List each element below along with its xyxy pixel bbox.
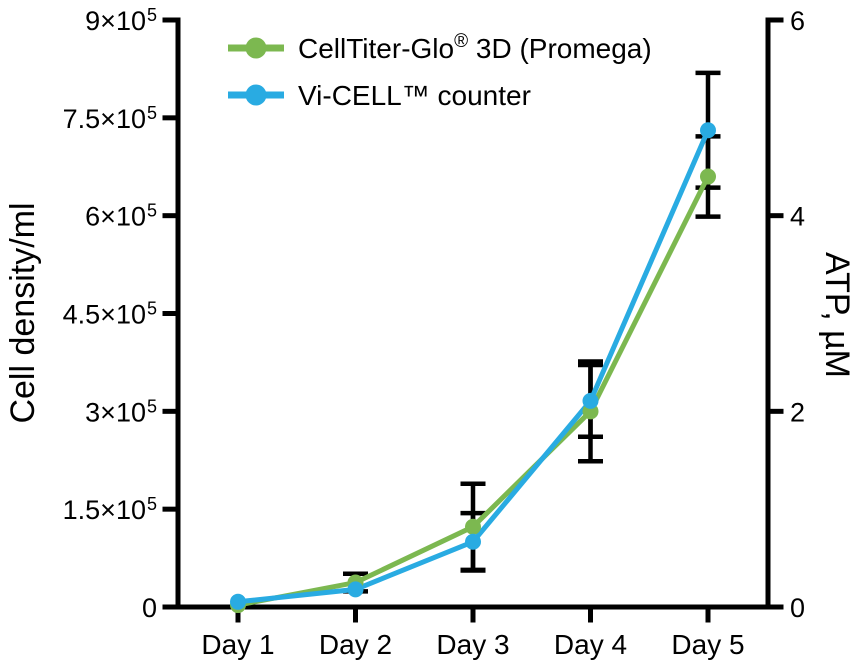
data-point-s1-d2: [347, 581, 364, 598]
data-point-s1-d5: [700, 122, 716, 139]
legend-item-0: CellTiter-Glo® 3D (Promega): [228, 31, 652, 64]
data-point-s1-d4: [582, 392, 599, 409]
x-axis-tick-label: Day 3: [436, 629, 509, 660]
right-axis-tick-label: 4: [790, 202, 805, 232]
right-axis-tick-label: 2: [790, 397, 805, 427]
data-point-s0-d3: [465, 518, 481, 535]
legend-label: Vi-CELL™ counter: [298, 80, 531, 111]
legend-label: CellTiter-Glo® 3D (Promega): [298, 31, 652, 64]
legend-marker-dot: [245, 37, 267, 59]
legend-item-1: Vi-CELL™ counter: [228, 80, 531, 111]
data-point-s1-d3: [465, 533, 481, 550]
x-axis-tick-label: Day 4: [554, 629, 627, 660]
right-axis-title: ATP, µM: [818, 252, 856, 378]
x-axis-tick-label: Day 5: [671, 629, 744, 660]
legend: CellTiter-Glo® 3D (Promega) Vi-CELL™ coun…: [228, 31, 652, 111]
left-axis-tick-label: 9×105: [85, 5, 157, 36]
error-bars: [343, 70, 721, 594]
data-point-s0-d5: [700, 168, 716, 185]
left-axis-tick-label: 0: [142, 593, 157, 623]
legend-marker-dot: [245, 84, 267, 106]
left-axis-tick-label: 1.5×105: [63, 494, 157, 525]
data-point-s1-d1: [230, 593, 246, 610]
left-axis-tick-label: 7.5×105: [63, 103, 157, 134]
right-axis-tick-label: 0: [790, 593, 805, 623]
x-axis-tick-label: Day 2: [319, 629, 392, 660]
left-axis-tick-label: 3×105: [85, 396, 157, 427]
left-axis-tick-label: 6×105: [85, 201, 157, 232]
axes: 0 1.5×105 3×105 4.5×105 6×105 7.5×105 9×105 0 2 4…: [63, 5, 805, 660]
x-axis-tick-label: Day 1: [201, 629, 274, 660]
left-axis-tick-label: 4.5×105: [63, 299, 157, 330]
left-axis-title: Cell density/ml: [4, 202, 42, 423]
right-axis-tick-label: 6: [790, 6, 805, 36]
